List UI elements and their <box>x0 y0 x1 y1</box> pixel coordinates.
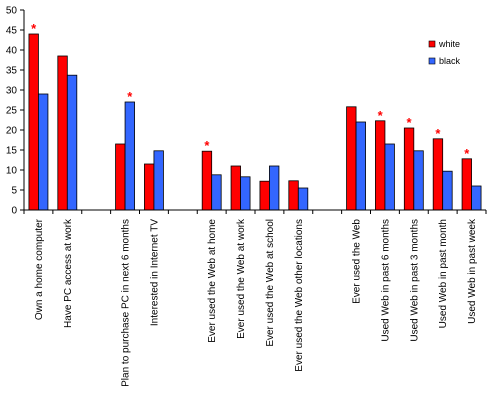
significance-star: * <box>464 146 470 161</box>
category-label: Ever used the Web at school <box>265 219 276 347</box>
bar-black <box>442 170 453 211</box>
legend-label-black: black <box>439 56 461 66</box>
category-label: Used Web in past month <box>438 219 449 328</box>
legend: white black <box>425 38 477 72</box>
bar-white <box>461 158 472 211</box>
bar-white <box>259 180 270 211</box>
y-tick-label: 15 <box>6 146 18 157</box>
category-label: Ever used the Web at work <box>236 218 247 339</box>
y-tick-label: 50 <box>6 6 18 17</box>
bar-black <box>66 74 78 211</box>
bar-white <box>57 55 68 211</box>
legend-label-white: white <box>438 39 460 49</box>
bar-black <box>124 101 135 211</box>
bar-white <box>432 138 444 211</box>
y-tick-label: 30 <box>6 86 18 97</box>
category-label: Own a home computer <box>34 218 45 320</box>
category-label: Interested in Internet TV <box>149 219 160 326</box>
significance-star: * <box>407 115 413 130</box>
bar-black <box>211 174 222 211</box>
category-labels: Own a home computer Have PC access at wor… <box>34 218 478 387</box>
bar-black <box>269 165 280 211</box>
significance-star: * <box>127 89 133 104</box>
legend-swatch-black <box>428 57 436 65</box>
y-tick-label: 5 <box>11 186 17 197</box>
bar-black <box>153 150 164 211</box>
bar-white <box>28 33 39 211</box>
category-label: Used Web in past 6 months <box>380 219 391 342</box>
significance-star: * <box>435 126 441 141</box>
y-tick-label: 0 <box>11 206 17 217</box>
category-label: Used Web in past 3 months <box>409 219 420 342</box>
y-tick-label: 25 <box>6 106 18 117</box>
bar-black <box>38 93 49 211</box>
y-tick-label: 45 <box>6 26 18 37</box>
bar-white <box>230 165 241 211</box>
y-axis: 0 5 10 15 20 25 30 35 40 45 50 <box>6 6 25 217</box>
bar-black <box>240 176 251 211</box>
bar-white <box>115 143 126 211</box>
category-label: Plan to purchase PC in next 6 months <box>121 219 132 387</box>
y-tick-label: 20 <box>6 126 18 137</box>
significance-star: * <box>31 21 37 36</box>
bar-white <box>144 163 155 211</box>
bar-white <box>375 120 386 211</box>
category-label: Ever used the Web <box>352 219 363 304</box>
category-label: Ever used the Web other locations <box>294 219 305 372</box>
bar-black <box>471 185 482 211</box>
y-tick-label: 10 <box>6 166 18 177</box>
bar-black <box>384 143 395 211</box>
category-label: Ever used the Web at home <box>207 219 218 343</box>
category-label: Have PC access at work <box>63 218 74 328</box>
bars <box>28 33 482 211</box>
bar-black <box>413 150 424 211</box>
significance-markers: * * * * * * * <box>31 21 470 161</box>
y-tick-label: 35 <box>6 66 18 77</box>
y-tick-label: 40 <box>6 46 18 57</box>
bar-white <box>288 180 299 211</box>
bar-white <box>201 150 213 211</box>
bar-black <box>297 187 309 211</box>
significance-star: * <box>378 108 384 123</box>
legend-swatch-white <box>428 40 436 48</box>
bar-white <box>403 127 415 211</box>
x-axis <box>23 209 487 214</box>
bar-black <box>355 121 366 211</box>
significance-star: * <box>204 138 210 153</box>
bar-white <box>346 106 357 211</box>
category-label: Used Web in past week <box>467 218 478 324</box>
